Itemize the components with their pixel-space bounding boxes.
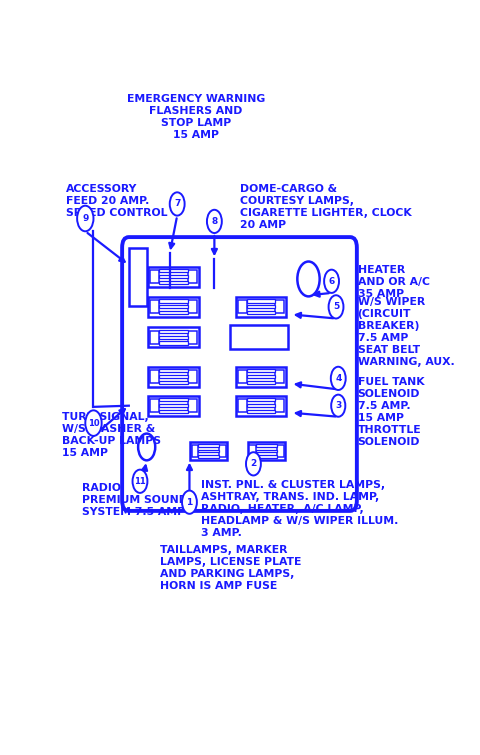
Text: INST. PNL. & CLUSTER LAMPS,
ASHTRAY, TRANS. IND. LAMP,
RADIO, HEATER, A/C LAMP,
: INST. PNL. & CLUSTER LAMPS, ASHTRAY, TRA… bbox=[202, 480, 399, 538]
Bar bbox=[236, 367, 286, 387]
Bar bbox=[159, 410, 188, 413]
Text: EMERGENCY WARNING
FLASHERS AND
STOP LAMP
15 AMP: EMERGENCY WARNING FLASHERS AND STOP LAMP… bbox=[127, 94, 265, 140]
Bar bbox=[150, 270, 159, 283]
Bar bbox=[190, 442, 228, 460]
Bar bbox=[159, 375, 188, 378]
Bar bbox=[249, 445, 256, 457]
Bar bbox=[159, 275, 188, 278]
Circle shape bbox=[85, 411, 102, 436]
Text: 10: 10 bbox=[88, 418, 99, 427]
Bar bbox=[148, 396, 199, 415]
Circle shape bbox=[324, 270, 339, 293]
Bar bbox=[159, 404, 188, 407]
Circle shape bbox=[297, 261, 320, 297]
Text: ACCESSORY
FEED 20 AMP.
SPEED CONTROL: ACCESSORY FEED 20 AMP. SPEED CONTROL bbox=[66, 183, 167, 217]
Text: 15 AMP
THROTTLE
SOLENOID: 15 AMP THROTTLE SOLENOID bbox=[358, 413, 421, 447]
Bar bbox=[247, 381, 275, 384]
Bar bbox=[247, 305, 275, 309]
Text: 11: 11 bbox=[134, 476, 146, 485]
Text: FUEL TANK
SOLENOID
7.5 AMP.: FUEL TANK SOLENOID 7.5 AMP. bbox=[358, 377, 424, 411]
Bar bbox=[150, 370, 159, 383]
Circle shape bbox=[182, 491, 197, 514]
Text: 7: 7 bbox=[174, 199, 180, 208]
Circle shape bbox=[331, 367, 346, 390]
Bar bbox=[150, 331, 159, 344]
Bar bbox=[230, 325, 288, 349]
Bar bbox=[275, 300, 284, 313]
Bar bbox=[198, 455, 219, 458]
Text: 2: 2 bbox=[250, 459, 257, 468]
Bar bbox=[159, 381, 188, 384]
Bar bbox=[198, 450, 219, 452]
Circle shape bbox=[170, 193, 185, 216]
Bar bbox=[247, 398, 275, 402]
Bar bbox=[238, 399, 247, 412]
Bar bbox=[236, 297, 286, 317]
Bar bbox=[148, 367, 199, 387]
Bar bbox=[159, 281, 188, 284]
Circle shape bbox=[138, 433, 155, 461]
Text: W/S WIPER
(CIRCUIT
BREAKER)
7.5 AMP
SEAT BELT
WARNING, AUX.: W/S WIPER (CIRCUIT BREAKER) 7.5 AMP SEAT… bbox=[358, 297, 455, 367]
Text: DOME-CARGO &
COURTESY LAMPS,
CIGARETTE LIGHTER, CLOCK
20 AMP: DOME-CARGO & COURTESY LAMPS, CIGARETTE L… bbox=[240, 183, 412, 230]
Bar bbox=[159, 335, 188, 339]
Bar bbox=[159, 330, 188, 333]
Bar bbox=[248, 442, 285, 460]
Bar bbox=[129, 248, 147, 306]
Bar bbox=[188, 399, 197, 412]
Bar bbox=[256, 450, 277, 452]
Bar bbox=[188, 300, 197, 313]
Text: 3: 3 bbox=[335, 401, 341, 410]
Bar bbox=[159, 299, 188, 303]
Text: 9: 9 bbox=[82, 214, 88, 223]
Bar bbox=[198, 445, 219, 447]
Text: 1: 1 bbox=[186, 498, 192, 507]
Bar bbox=[219, 445, 226, 457]
Bar bbox=[188, 331, 197, 344]
Bar bbox=[247, 375, 275, 378]
Text: TAILLAMPS, MARKER
LAMPS, LICENSE PLATE
AND PARKING LAMPS,
HORN IS AMP FUSE: TAILLAMPS, MARKER LAMPS, LICENSE PLATE A… bbox=[160, 545, 302, 591]
Text: 5: 5 bbox=[333, 302, 339, 311]
Bar bbox=[275, 370, 284, 383]
Bar bbox=[238, 370, 247, 383]
Text: RADIO,
PREMIUM SOUND
SYSTEM 7.5 AMP: RADIO, PREMIUM SOUND SYSTEM 7.5 AMP bbox=[83, 483, 188, 517]
Text: 8: 8 bbox=[211, 217, 217, 226]
Bar bbox=[148, 297, 199, 317]
Bar bbox=[247, 369, 275, 372]
Bar bbox=[277, 445, 284, 457]
Bar bbox=[192, 445, 198, 457]
Bar bbox=[159, 398, 188, 402]
Bar bbox=[159, 311, 188, 314]
Bar bbox=[148, 267, 199, 286]
Bar bbox=[247, 404, 275, 407]
Bar bbox=[159, 341, 188, 344]
Bar bbox=[275, 399, 284, 412]
Circle shape bbox=[132, 470, 147, 493]
Circle shape bbox=[329, 295, 344, 319]
Text: 6: 6 bbox=[328, 277, 335, 286]
Bar bbox=[159, 369, 188, 372]
Bar bbox=[247, 311, 275, 314]
Bar bbox=[150, 399, 159, 412]
Text: 4: 4 bbox=[335, 374, 341, 383]
FancyBboxPatch shape bbox=[122, 237, 357, 511]
Bar bbox=[247, 410, 275, 413]
Bar bbox=[236, 396, 286, 415]
Bar bbox=[159, 305, 188, 309]
Circle shape bbox=[331, 395, 345, 417]
Circle shape bbox=[246, 452, 261, 476]
Text: HEATER
AND OR A/C
35 AMP: HEATER AND OR A/C 35 AMP bbox=[358, 265, 430, 299]
Bar bbox=[188, 370, 197, 383]
Bar bbox=[256, 445, 277, 447]
Bar bbox=[188, 270, 197, 283]
Text: TURN SIGNAL,
W/S WASHER &
BACK-UP LAMPS
15 AMP: TURN SIGNAL, W/S WASHER & BACK-UP LAMPS … bbox=[62, 411, 161, 458]
Bar bbox=[238, 300, 247, 313]
Bar bbox=[159, 269, 188, 273]
Bar bbox=[247, 299, 275, 303]
Circle shape bbox=[207, 210, 222, 233]
Bar bbox=[148, 327, 199, 347]
Bar bbox=[256, 455, 277, 458]
Circle shape bbox=[77, 205, 94, 231]
Bar bbox=[150, 300, 159, 313]
